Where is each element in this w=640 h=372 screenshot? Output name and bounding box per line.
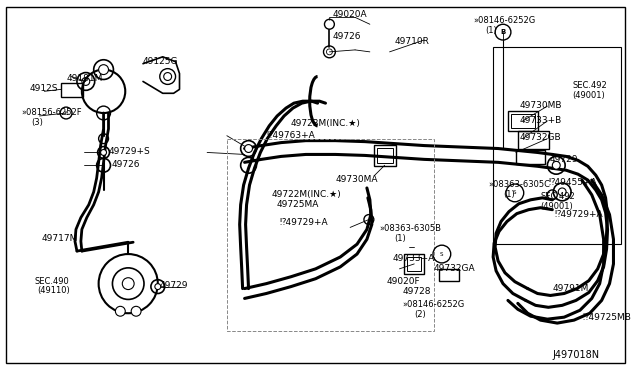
Circle shape [99,65,109,74]
Bar [61,83,83,97]
Bar [374,145,396,166]
Text: »08146-6252G: »08146-6252G [403,301,465,310]
Circle shape [131,306,141,316]
Circle shape [244,145,253,153]
Text: 49733+B: 49733+B [520,116,562,125]
Text: 49125G: 49125G [143,57,179,66]
Bar [493,47,621,244]
Text: 49710R: 49710R [394,37,429,46]
Text: 49732GA: 49732GA [434,264,476,273]
Text: ⁉49763+A: ⁉49763+A [266,131,315,140]
Text: 49728: 49728 [403,286,431,296]
Text: S: S [440,251,444,257]
Text: »08156-6252F: »08156-6252F [22,108,83,117]
Circle shape [552,161,560,169]
Text: 49722M(INC.★): 49722M(INC.★) [271,190,341,199]
Text: SEC.492: SEC.492 [541,192,575,201]
Text: B: B [500,29,506,35]
Text: 49020A: 49020A [332,10,367,19]
Text: (1): (1) [394,234,406,243]
Text: (2): (2) [414,310,426,319]
Circle shape [155,283,161,289]
Text: 49729: 49729 [160,281,188,290]
Text: J497018N: J497018N [552,350,600,360]
Text: ⁉49725MB: ⁉49725MB [582,313,631,322]
Text: (49110): (49110) [38,286,70,295]
Bar [407,257,421,271]
Text: (49001): (49001) [572,91,605,100]
Circle shape [115,306,125,316]
Bar [508,111,538,131]
Bar [518,131,549,148]
Text: »08146-6252G: »08146-6252G [474,16,536,25]
Circle shape [558,188,566,196]
Text: 49725MA: 49725MA [276,200,319,209]
Bar [439,269,459,281]
Bar [404,254,424,274]
Bar [511,114,534,128]
Text: ⁉49729+A: ⁉49729+A [554,210,603,219]
Text: 49730MA: 49730MA [335,175,378,184]
Text: B: B [64,110,68,116]
Text: 49181M: 49181M [66,74,102,83]
Text: 49726: 49726 [332,32,361,41]
Text: 49717M: 49717M [42,234,78,243]
Text: 49730MB: 49730MB [520,101,563,110]
Bar [516,151,545,164]
Text: »08363-6305B: »08363-6305B [380,224,442,234]
Text: 49729+S: 49729+S [109,147,150,155]
Bar [377,148,392,163]
Text: 49732GB: 49732GB [520,133,561,142]
Text: 49726: 49726 [111,160,140,169]
Text: 49729: 49729 [549,155,578,164]
Text: ⁉49729+A: ⁉49729+A [279,218,328,227]
Bar [227,139,434,331]
Text: »08363-6305C: »08363-6305C [488,180,550,189]
Text: (49001): (49001) [541,202,573,211]
Text: (3): (3) [31,118,44,127]
Text: 4912S: 4912S [29,84,58,93]
Circle shape [100,150,106,155]
Text: SEC.490: SEC.490 [35,277,69,286]
Text: S: S [513,190,516,195]
Text: SEC.492: SEC.492 [572,81,607,90]
Text: (1): (1) [503,190,515,199]
Text: (1): (1) [485,26,497,35]
Circle shape [324,19,334,29]
Text: 49723M(INC.★): 49723M(INC.★) [291,119,361,128]
Text: 49733+A: 49733+A [392,254,435,263]
Text: 49791M: 49791M [552,283,589,293]
Text: 49020F: 49020F [387,277,420,286]
Text: ⁉49455+A: ⁉49455+A [548,178,597,187]
